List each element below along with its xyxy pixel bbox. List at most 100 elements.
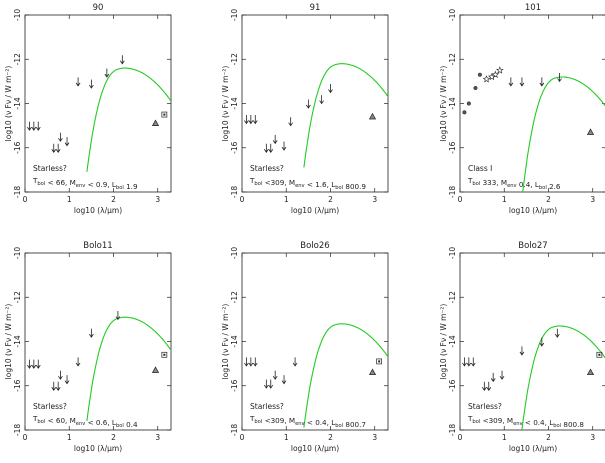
sed-panel-6: Bolo27 0 1 2 3 -18 -16 -14 -12 -10 log10 (λ/μm) log… xyxy=(439,241,605,453)
upper-limit-arrow xyxy=(89,79,94,89)
upper-limit-arrow xyxy=(264,379,269,389)
upper-limit-arrow xyxy=(248,114,254,125)
star-marker xyxy=(491,70,500,78)
y-tick-label: -16 xyxy=(448,379,457,391)
detection-circle xyxy=(477,72,482,77)
sed-panel-2: 91 0 1 2 3 -18 -16 -14 -12 -10 log10 (λ/μm) log10 (… xyxy=(221,3,389,215)
source-properties: Tbol < 60, Menv < 0.6, Lbol 0.4 xyxy=(32,414,138,429)
panel-title: 91 xyxy=(310,3,321,13)
upper-limit-arrow xyxy=(272,370,278,380)
square-marker xyxy=(596,351,603,358)
upper-limit-arrow xyxy=(104,68,110,78)
upper-limit-arrow xyxy=(58,370,63,380)
upper-limit-arrow xyxy=(264,143,269,153)
source-properties: Tbol <309, Menv < 1.6, Lbol 800.9 xyxy=(249,176,366,191)
x-tick-label: 3 xyxy=(155,195,160,204)
square-marker xyxy=(161,351,168,358)
upper-limit-arrow xyxy=(557,72,562,83)
panel-title: Bolo11 xyxy=(83,241,112,251)
blackbody-curve xyxy=(303,63,388,168)
upper-limit-arrow xyxy=(55,143,61,153)
x-axis-label: log10 (λ/μm) xyxy=(509,444,557,453)
y-tick-label: -10 xyxy=(13,247,22,259)
y-axis-label: log10 (ν Fν / W m⁻²) xyxy=(221,304,230,380)
y-tick-label: -18 xyxy=(230,186,239,198)
y-tick-label: -12 xyxy=(13,291,22,303)
x-tick-label: 0 xyxy=(23,433,28,442)
upper-limit-arrow xyxy=(27,121,32,131)
upper-limit-arrow xyxy=(64,137,70,147)
y-tick-label: -10 xyxy=(448,9,457,21)
y-axis-label: log10 (ν Fν / W m⁻²) xyxy=(4,304,13,380)
upper-limit-arrow xyxy=(508,77,514,87)
y-tick-label: -12 xyxy=(448,291,457,303)
upper-limit-arrow xyxy=(89,328,94,338)
x-tick-label: 0 xyxy=(240,433,245,442)
upper-limit-arrow xyxy=(35,121,41,131)
source-properties: Tbol < 66, Menv < 0.9, Lbol 1.9 xyxy=(32,176,138,191)
sed-panel-1: 90 0 1 2 3 -18 -16 -14 -12 -10 log10 (λ/μm) log10 (… xyxy=(4,3,172,215)
upper-limit-arrow xyxy=(248,357,254,367)
x-tick-label: 1 xyxy=(502,195,507,204)
upper-limit-arrow xyxy=(268,143,274,153)
upper-limit-arrow xyxy=(319,95,324,105)
upper-limit-arrow xyxy=(466,357,472,367)
y-axis-label: log10 (ν Fν / W m⁻²) xyxy=(439,66,448,142)
upper-limit-arrow xyxy=(252,357,258,367)
upper-limit-arrow xyxy=(519,346,525,356)
y-tick-label: -12 xyxy=(13,53,22,65)
y-tick-label: -16 xyxy=(13,141,22,153)
square-marker-dot xyxy=(163,113,166,116)
triangle-marker xyxy=(151,119,160,126)
detection-circle xyxy=(466,101,471,106)
upper-limit-arrow xyxy=(75,77,81,87)
y-tick-label: -10 xyxy=(230,9,239,21)
upper-limit-arrow xyxy=(288,117,293,127)
y-tick-label: -14 xyxy=(448,335,457,347)
y-tick-label: -16 xyxy=(230,379,239,391)
x-axis-label: log10 (λ/μm) xyxy=(291,444,339,453)
y-tick-label: -12 xyxy=(448,53,457,65)
classification-label: Starless? xyxy=(468,402,502,411)
upper-limit-arrow xyxy=(486,381,492,391)
y-tick-label: -14 xyxy=(230,97,239,109)
upper-limit-arrow xyxy=(51,381,57,391)
blackbody-curve xyxy=(522,76,605,192)
upper-limit-arrow xyxy=(55,381,61,391)
x-tick-label: 1 xyxy=(284,433,289,442)
upper-limit-arrow xyxy=(328,84,333,94)
upper-limit-arrow xyxy=(281,141,287,151)
triangle-marker xyxy=(586,128,595,135)
triangle-marker xyxy=(368,368,377,376)
triangle-marker xyxy=(586,368,595,376)
upper-limit-arrow xyxy=(120,55,125,65)
x-tick-label: 2 xyxy=(328,433,333,442)
upper-limit-arrow xyxy=(490,372,496,383)
detection-circle xyxy=(473,85,478,91)
y-tick-label: -18 xyxy=(13,424,22,436)
y-tick-label: -16 xyxy=(13,379,22,391)
square-marker xyxy=(376,358,383,365)
x-tick-label: 3 xyxy=(372,195,377,204)
x-axis-label: log10 (λ/μm) xyxy=(509,206,557,215)
upper-limit-arrow xyxy=(115,310,121,321)
classification-label: Class I xyxy=(468,164,492,173)
x-tick-label: 0 xyxy=(458,433,463,442)
source-properties: Tbol <309, Menv < 0.4, Lbol 800.8 xyxy=(467,414,584,429)
upper-limit-arrow xyxy=(292,357,298,367)
blackbody-curve xyxy=(303,323,388,428)
x-tick-label: 0 xyxy=(240,195,245,204)
square-marker xyxy=(161,111,168,118)
blackbody-curve xyxy=(86,316,171,421)
upper-limit-arrow xyxy=(281,375,287,385)
y-tick-label: -12 xyxy=(230,291,239,303)
x-axis-label: log10 (λ/μm) xyxy=(74,444,122,453)
x-axis-label: log10 (λ/μm) xyxy=(74,206,122,215)
upper-limit-arrow xyxy=(64,375,70,385)
panel-title: 90 xyxy=(93,3,104,13)
x-tick-label: 1 xyxy=(284,195,289,204)
y-axis-label: log10 (ν Fν / W m⁻²) xyxy=(439,304,448,380)
detection-circle xyxy=(462,110,467,115)
upper-limit-arrow xyxy=(75,357,81,367)
upper-limit-arrow xyxy=(482,381,487,391)
